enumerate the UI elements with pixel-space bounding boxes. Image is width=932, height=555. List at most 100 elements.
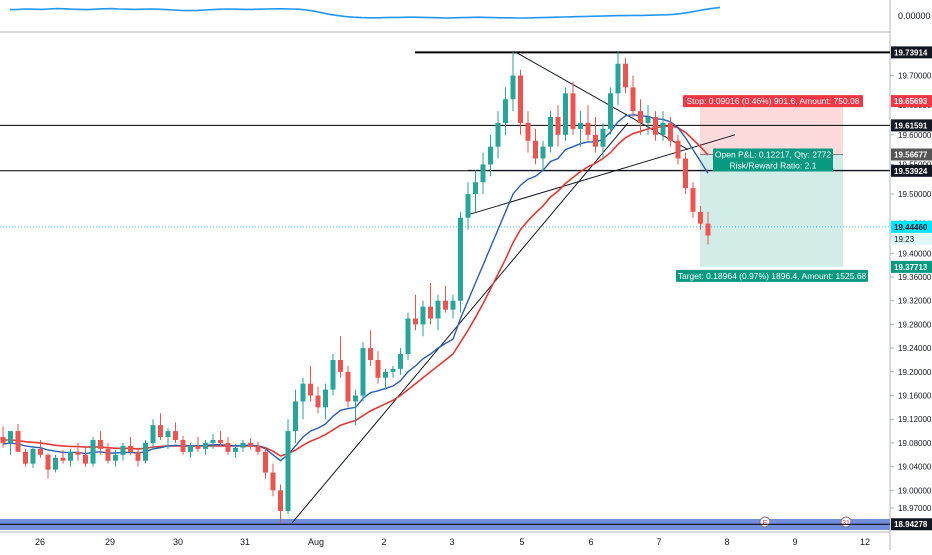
candle[interactable] xyxy=(683,152,688,195)
candle[interactable] xyxy=(263,447,268,479)
candle[interactable] xyxy=(128,437,133,455)
candle[interactable] xyxy=(570,81,576,135)
candle[interactable] xyxy=(330,354,336,396)
candle[interactable] xyxy=(135,447,141,467)
candle[interactable] xyxy=(315,386,321,414)
candle[interactable] xyxy=(540,140,546,171)
candle[interactable] xyxy=(278,484,283,523)
candle[interactable] xyxy=(323,383,328,420)
candle[interactable] xyxy=(293,389,298,443)
candle[interactable] xyxy=(38,439,43,458)
candle[interactable] xyxy=(443,285,448,313)
candle[interactable] xyxy=(23,448,28,467)
candle[interactable] xyxy=(270,463,276,497)
candle[interactable] xyxy=(240,439,246,452)
candle[interactable] xyxy=(488,134,493,177)
candle[interactable] xyxy=(218,431,223,446)
candle[interactable] xyxy=(660,111,666,141)
candle[interactable] xyxy=(630,75,636,118)
candle[interactable] xyxy=(608,87,613,135)
candle[interactable] xyxy=(225,437,231,455)
candle[interactable] xyxy=(15,423,21,452)
candle[interactable] xyxy=(8,431,13,455)
trendline[interactable] xyxy=(514,51,689,151)
candle[interactable] xyxy=(285,419,291,515)
candle[interactable] xyxy=(60,450,66,464)
candle[interactable] xyxy=(638,99,643,135)
candle[interactable] xyxy=(645,105,651,135)
candle[interactable] xyxy=(705,211,711,245)
candle[interactable] xyxy=(165,428,171,449)
candle[interactable] xyxy=(113,450,118,467)
candle[interactable] xyxy=(450,294,456,319)
candle[interactable] xyxy=(675,134,681,165)
candle[interactable] xyxy=(563,87,568,141)
candle[interactable] xyxy=(413,294,418,331)
candle[interactable] xyxy=(188,442,193,458)
candle[interactable] xyxy=(90,437,96,467)
candle[interactable] xyxy=(233,444,238,458)
candle[interactable] xyxy=(75,442,81,461)
stop-zone[interactable] xyxy=(700,101,843,155)
candle[interactable] xyxy=(518,69,523,135)
candle[interactable] xyxy=(698,205,703,230)
candle[interactable] xyxy=(195,437,201,452)
candle[interactable] xyxy=(353,389,358,426)
candle[interactable] xyxy=(615,51,621,106)
candle[interactable] xyxy=(338,336,343,378)
candle[interactable] xyxy=(143,439,148,464)
candle[interactable] xyxy=(600,122,606,159)
candle[interactable] xyxy=(428,282,433,325)
candle[interactable] xyxy=(653,111,658,141)
candle[interactable] xyxy=(0,426,6,448)
candle[interactable] xyxy=(533,128,538,165)
candle[interactable] xyxy=(368,330,373,366)
candle[interactable] xyxy=(98,431,103,455)
candle[interactable] xyxy=(578,111,583,147)
candle[interactable] xyxy=(390,365,396,378)
trendline[interactable] xyxy=(467,134,736,216)
candle[interactable] xyxy=(510,51,516,112)
candle[interactable] xyxy=(405,312,411,360)
candle[interactable] xyxy=(458,211,463,313)
candle[interactable] xyxy=(203,439,208,455)
candle[interactable] xyxy=(473,170,478,212)
candle[interactable] xyxy=(68,448,73,467)
target-zone[interactable] xyxy=(700,154,843,267)
candle[interactable] xyxy=(480,152,486,195)
candle[interactable] xyxy=(495,111,501,159)
candle[interactable] xyxy=(398,348,403,375)
candle[interactable] xyxy=(158,413,163,440)
candle[interactable] xyxy=(360,342,366,402)
candle[interactable] xyxy=(120,442,126,461)
candle[interactable] xyxy=(300,377,306,420)
candle[interactable] xyxy=(255,441,261,455)
candle[interactable] xyxy=(668,117,673,147)
candle[interactable] xyxy=(248,438,253,449)
candle[interactable] xyxy=(345,365,351,408)
candle[interactable] xyxy=(585,105,591,141)
candle[interactable] xyxy=(690,182,696,218)
candle[interactable] xyxy=(383,368,388,390)
candle[interactable] xyxy=(173,422,178,443)
candle[interactable] xyxy=(623,57,628,94)
candle[interactable] xyxy=(465,182,471,230)
candle[interactable] xyxy=(180,435,186,455)
candle[interactable] xyxy=(548,111,553,153)
candle[interactable] xyxy=(105,442,111,464)
candle[interactable] xyxy=(375,351,381,384)
candle[interactable] xyxy=(30,445,36,468)
candle[interactable] xyxy=(503,87,508,135)
candle[interactable] xyxy=(45,453,51,479)
candle[interactable] xyxy=(420,300,426,337)
trendline[interactable] xyxy=(291,122,629,524)
candle[interactable] xyxy=(83,445,88,467)
candle[interactable] xyxy=(150,419,156,449)
candle[interactable] xyxy=(525,111,531,153)
candle[interactable] xyxy=(435,294,441,331)
candle[interactable] xyxy=(308,365,313,402)
candle[interactable] xyxy=(593,117,598,153)
candle[interactable] xyxy=(210,434,216,449)
candle[interactable] xyxy=(53,454,58,473)
candle[interactable] xyxy=(555,105,561,147)
